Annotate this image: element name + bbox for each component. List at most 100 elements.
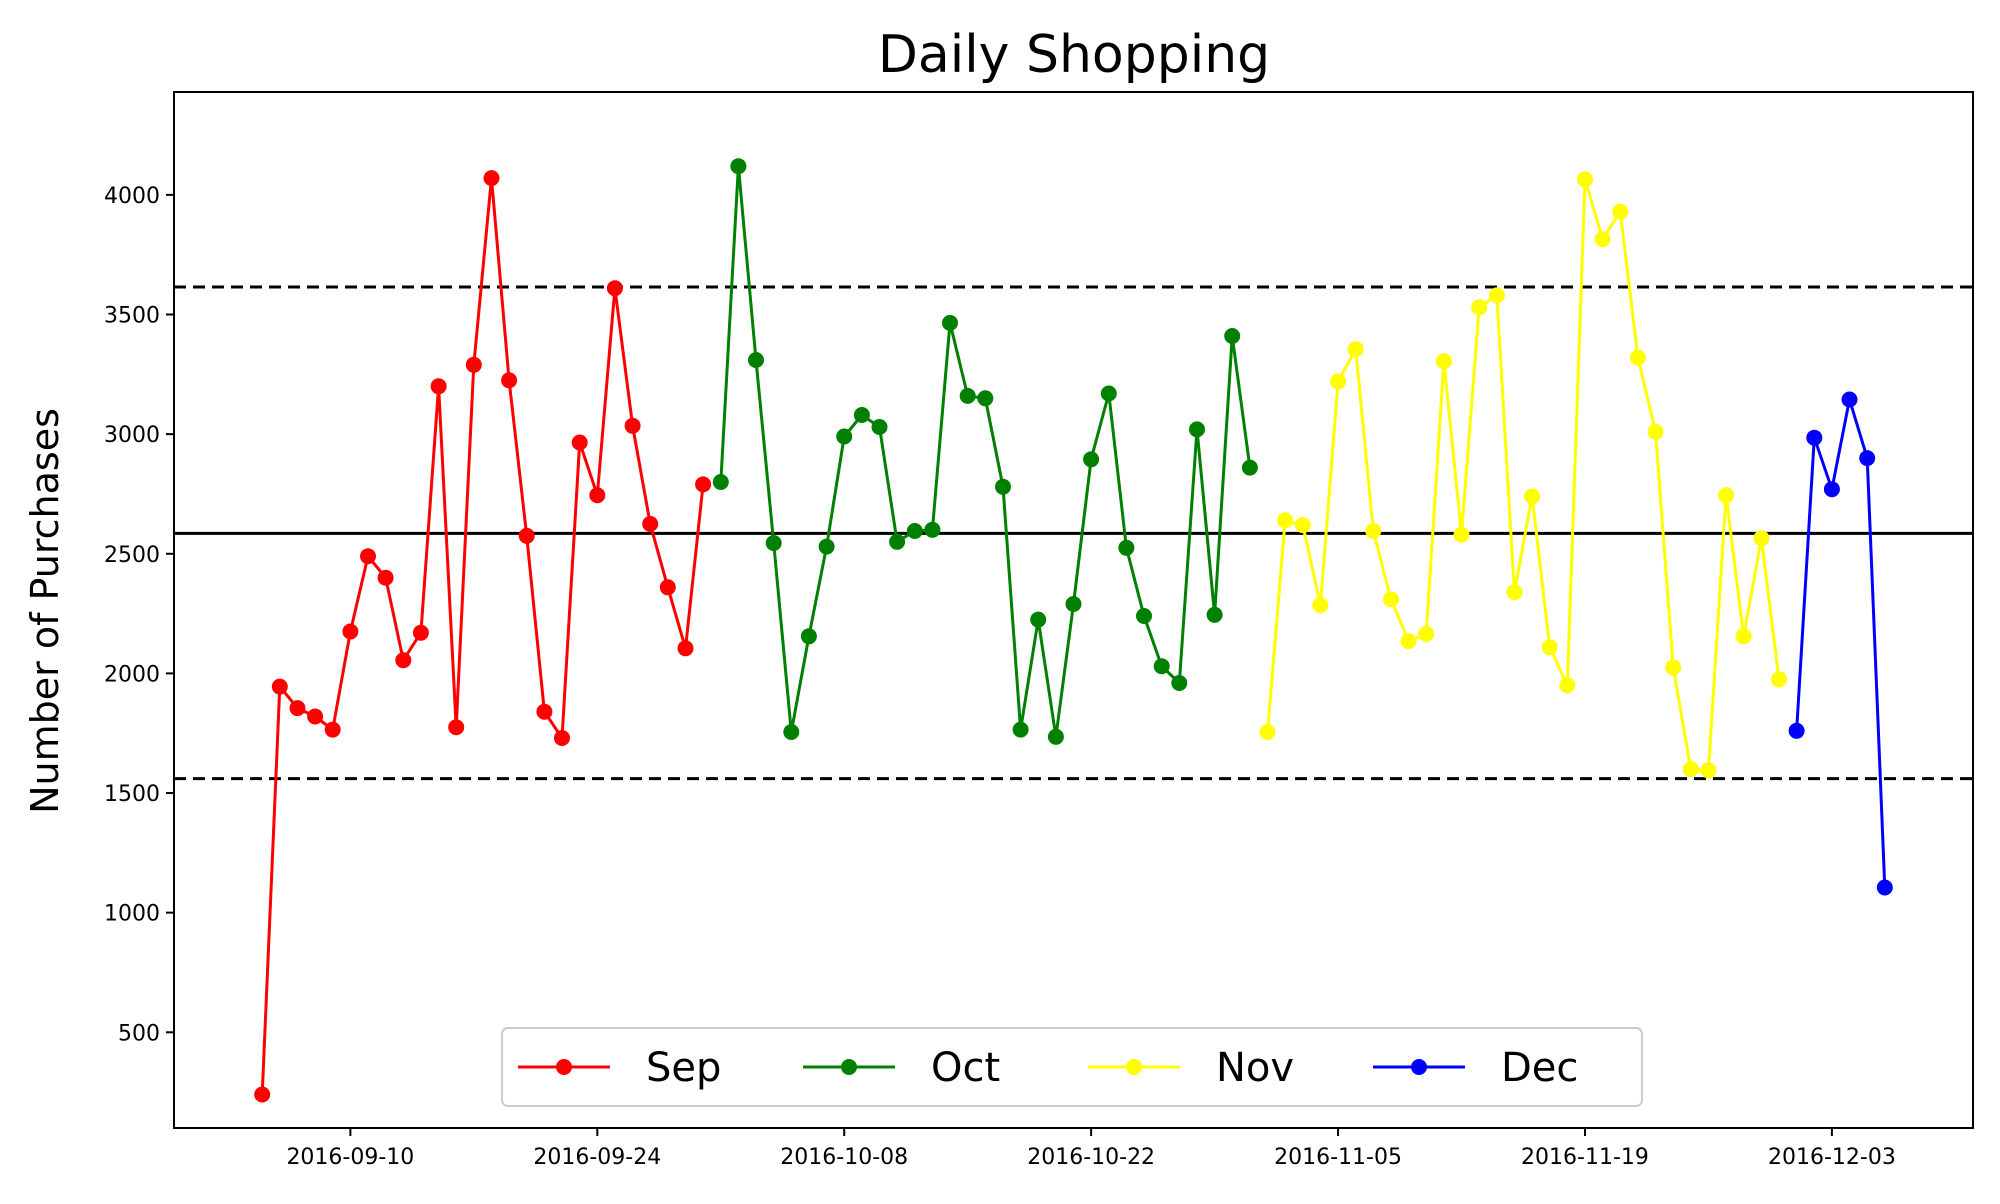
reference-lines [174,285,1973,781]
data-point-nov [1471,299,1488,316]
x-tick-label: 2016-11-19 [1521,1145,1649,1170]
data-point-sep [589,487,606,504]
y-tick-label: 500 [118,1021,160,1046]
data-point-oct [800,628,817,645]
data-point-oct [836,428,853,445]
legend-item-dec: Dec [1373,1045,1578,1091]
data-point-sep [624,417,641,434]
data-point-oct [1012,721,1029,738]
data-point-sep [642,515,659,532]
data-point-oct [748,352,764,368]
chart-title: Daily Shopping [878,25,1270,85]
y-tick-label: 4000 [104,184,160,209]
data-point-sep [430,378,447,395]
data-point-sep [412,624,429,641]
data-point-dec [1806,429,1823,446]
data-point-nov [1559,677,1576,694]
data-point-sep [465,356,482,373]
data-point-sep [571,434,588,451]
data-point-nov [1629,349,1646,366]
x-tick-label: 2016-12-03 [1768,1145,1896,1170]
data-point-oct [1224,328,1241,344]
data-point-dec [1823,481,1840,498]
data-point-oct [765,535,782,551]
data-point-sep [377,569,394,586]
data-point-sep [483,170,500,187]
data-point-nov [1506,584,1523,601]
data-point-sep [254,1086,271,1103]
data-point-nov [1735,628,1752,645]
data-point-nov [1294,517,1311,534]
data-point-oct [1100,385,1117,402]
data-point-oct [1065,596,1082,612]
data-point-oct [1118,539,1135,556]
data-point-oct [1136,608,1152,624]
y-axis-label: Number of Purchases [23,408,67,814]
legend-frame [501,1027,1643,1107]
y-tick-label: 3000 [104,423,160,448]
data-point-oct [1206,606,1223,623]
data-point-nov [1383,591,1399,608]
data-point-nov [1259,724,1276,740]
y-tick-label: 2500 [104,543,160,568]
x-tick-label: 2016-10-08 [780,1145,908,1170]
data-point-nov [1488,287,1505,304]
data-point-nov [1312,597,1329,614]
data-point-oct [1241,459,1258,476]
data-point-sep [360,548,376,565]
data-point-oct [871,419,888,435]
data-point-nov [1524,488,1541,505]
data-point-oct [889,533,906,550]
x-tick-label: 2016-09-10 [286,1145,414,1170]
data-point-oct [783,724,800,740]
data-point-oct [959,387,976,404]
data-point-oct [995,478,1011,495]
data-point-sep [289,700,306,717]
data-point-oct [1030,611,1047,628]
legend-swatch-marker-oct [841,1059,857,1075]
legend-item-nov: Nov [1088,1045,1294,1091]
data-point-sep [324,721,341,738]
series-layer [254,158,1893,1103]
series-line-nov [1266,177,1781,772]
y-tick-label: 2000 [104,662,160,687]
data-point-nov [1400,633,1417,650]
series-sep [254,170,712,1103]
data-point-sep [501,372,518,389]
series-line-dec [1795,398,1887,888]
data-point-nov [1700,762,1717,779]
data-point-sep [395,652,412,669]
data-point-oct [1189,421,1205,438]
data-point-nov [1347,341,1364,358]
data-point-sep [554,730,570,746]
data-point-nov [1665,659,1682,676]
data-point-sep [448,719,465,736]
data-point-nov [1365,523,1382,539]
y-tick-label: 1500 [104,782,160,807]
x-tick-label: 2016-09-24 [533,1145,661,1170]
legend-swatch-marker-sep [556,1059,572,1075]
data-point-oct [853,407,870,423]
data-point-sep [271,678,288,695]
data-point-sep [307,708,324,725]
data-point-nov [1418,625,1435,642]
data-point-nov [1277,512,1294,529]
data-point-sep [606,280,623,297]
data-point-sep [677,640,694,657]
x-tick-label: 2016-10-22 [1027,1145,1155,1170]
legend-swatch-marker-nov [1126,1059,1142,1075]
series-line-sep [260,176,705,1095]
data-point-oct [1171,675,1188,691]
data-point-oct [730,158,747,175]
data-point-oct [818,538,835,555]
legend-label-dec: Dec [1501,1045,1578,1091]
data-point-nov [1541,639,1558,656]
data-point-sep [695,476,712,493]
data-point-oct [906,523,923,539]
series-nov [1259,171,1787,779]
data-point-sep [659,579,676,596]
legend: Sep Oct Nov Dec [501,1027,1643,1107]
data-point-nov [1435,353,1452,370]
legend-swatch-marker-dec [1411,1059,1427,1075]
